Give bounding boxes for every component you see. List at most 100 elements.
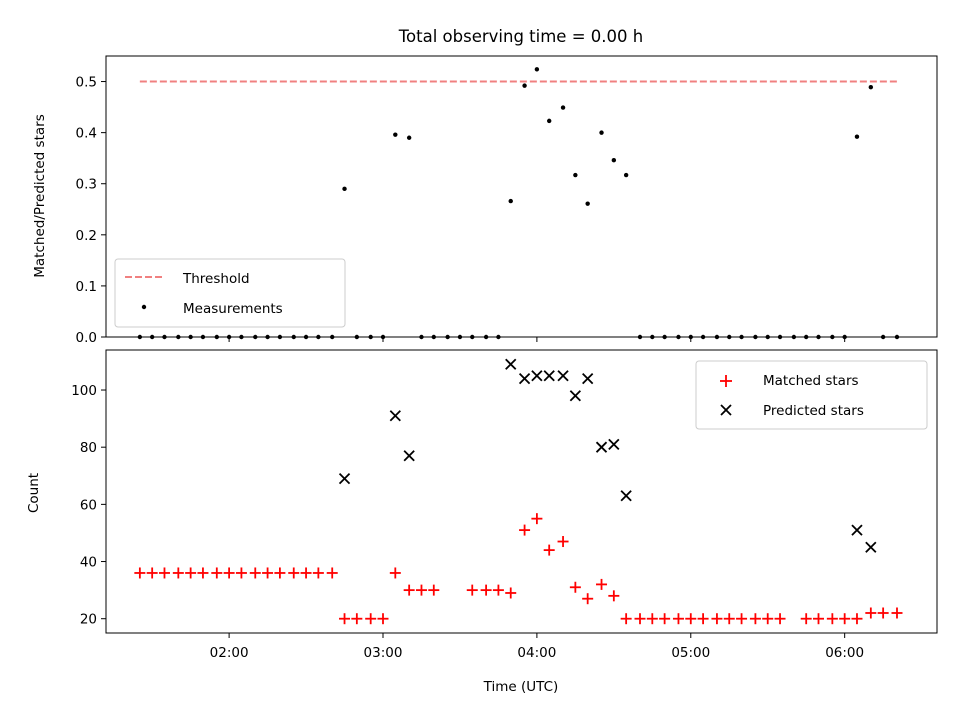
bottom-x-tick-label: 06:00 bbox=[825, 645, 864, 661]
measurement-point bbox=[623, 172, 629, 178]
matched-star-point bbox=[403, 584, 415, 596]
top-y-axis-label: Matched/Predicted stars bbox=[32, 114, 48, 277]
predicted-star-point bbox=[338, 472, 351, 485]
matched-star-point bbox=[582, 593, 594, 605]
matched-star-point bbox=[158, 567, 170, 579]
matched-star-point bbox=[800, 613, 812, 625]
matched-star-point bbox=[428, 584, 440, 596]
legend-measurements-swatch bbox=[141, 304, 147, 310]
bottom-x-tick-label: 03:00 bbox=[364, 645, 403, 661]
matched-star-point bbox=[774, 613, 786, 625]
predicted-star-point bbox=[569, 390, 581, 402]
matched-star-point bbox=[492, 584, 504, 596]
bottom-y-tick-label: 40 bbox=[80, 555, 97, 571]
top-y-tick-label: 0.0 bbox=[76, 330, 97, 346]
top-y-tick-label: 0.2 bbox=[76, 228, 97, 244]
matched-star-point bbox=[146, 567, 158, 579]
matched-star-point bbox=[813, 613, 825, 625]
measurement-point bbox=[868, 84, 874, 90]
matched-star-point bbox=[519, 524, 531, 536]
matched-star-point bbox=[288, 567, 300, 579]
predicted-star-point bbox=[403, 450, 415, 462]
measurement-point bbox=[573, 172, 578, 178]
top-legend: Threshold Measurements bbox=[114, 258, 346, 328]
top-legend-box bbox=[114, 258, 346, 328]
measurement-point bbox=[585, 201, 590, 206]
top-chart-title: Total observing time = 0.00 h bbox=[398, 27, 643, 46]
matched-star-point bbox=[826, 613, 838, 625]
matched-star-point bbox=[620, 613, 632, 625]
matched-star-point bbox=[672, 613, 684, 625]
predicted-star-point bbox=[865, 541, 877, 553]
matched-star-point bbox=[711, 613, 723, 625]
bottom-y-tick-label: 60 bbox=[80, 497, 97, 513]
matched-star-point bbox=[865, 607, 877, 619]
measurement-point bbox=[393, 132, 398, 137]
matched-star-point bbox=[480, 584, 492, 596]
matched-star-point bbox=[274, 567, 286, 579]
matched-star-point bbox=[505, 587, 517, 599]
measurement-point bbox=[342, 186, 347, 192]
matched-star-point bbox=[762, 613, 774, 625]
bottom-plot-marks bbox=[134, 358, 903, 625]
matched-star-point bbox=[312, 567, 324, 579]
matched-star-point bbox=[685, 613, 697, 625]
bottom-legend: Matched stars Predicted stars bbox=[695, 360, 928, 430]
predicted-star-point bbox=[582, 372, 594, 385]
legend-predicted-label: Predicted stars bbox=[763, 403, 864, 419]
matched-star-point bbox=[235, 567, 247, 579]
matched-star-point bbox=[557, 536, 569, 548]
matched-star-point bbox=[197, 567, 209, 579]
matched-star-point bbox=[659, 613, 671, 625]
matched-star-point bbox=[300, 567, 312, 579]
bottom-x-ticks: 02:00 03:00 04:00 05:00 06:00 bbox=[210, 633, 864, 661]
predicted-star-point bbox=[557, 370, 569, 382]
matched-star-point bbox=[839, 613, 851, 625]
bottom-y-axis-label: Count bbox=[26, 473, 42, 513]
measurement-point bbox=[854, 134, 860, 139]
legend-matched-swatch bbox=[720, 375, 732, 387]
matched-star-point bbox=[646, 613, 658, 625]
matched-star-point bbox=[377, 613, 389, 625]
legend-matched-label: Matched stars bbox=[763, 373, 859, 389]
predicted-star-point bbox=[505, 358, 517, 370]
matched-star-point bbox=[596, 578, 608, 590]
matched-star-point bbox=[891, 607, 903, 619]
matched-star-point bbox=[326, 567, 338, 579]
measurement-point bbox=[534, 67, 540, 72]
measurement-point bbox=[560, 105, 566, 110]
matched-star-point bbox=[749, 613, 761, 625]
top-y-tick-label: 0.1 bbox=[76, 279, 97, 295]
top-y-tick-label: 0.5 bbox=[76, 75, 97, 91]
matched-star-point bbox=[877, 607, 889, 619]
matched-star-point bbox=[415, 584, 427, 596]
top-plot-marks bbox=[137, 67, 900, 340]
bottom-axes-frame bbox=[105, 349, 938, 634]
predicted-star-point bbox=[608, 438, 620, 450]
legend-threshold-label: Threshold bbox=[182, 271, 250, 287]
matched-star-point bbox=[531, 513, 543, 525]
bottom-y-ticks: 20 40 60 80 100 bbox=[71, 383, 106, 628]
top-panel: Total observing time = 0.00 h Matched/Pr… bbox=[32, 27, 938, 346]
matched-star-point bbox=[223, 567, 235, 579]
matched-star-point bbox=[389, 567, 401, 579]
legend-measurements-label: Measurements bbox=[183, 301, 283, 317]
measurement-point bbox=[611, 158, 617, 163]
matched-star-point bbox=[723, 613, 735, 625]
measurement-point bbox=[599, 130, 604, 135]
matched-star-point bbox=[634, 613, 646, 625]
matched-star-point bbox=[211, 567, 223, 579]
predicted-star-point bbox=[531, 370, 543, 382]
bottom-y-tick-label: 20 bbox=[80, 612, 97, 628]
top-y-tick-label: 0.4 bbox=[76, 126, 97, 142]
top-axes-frame bbox=[105, 55, 938, 338]
predicted-star-point bbox=[620, 490, 632, 502]
predicted-star-point bbox=[595, 441, 608, 453]
measurement-point bbox=[547, 118, 552, 124]
matched-star-point bbox=[172, 567, 184, 579]
matched-star-point bbox=[608, 590, 620, 602]
predicted-star-point bbox=[518, 372, 531, 385]
matched-star-point bbox=[543, 544, 555, 556]
